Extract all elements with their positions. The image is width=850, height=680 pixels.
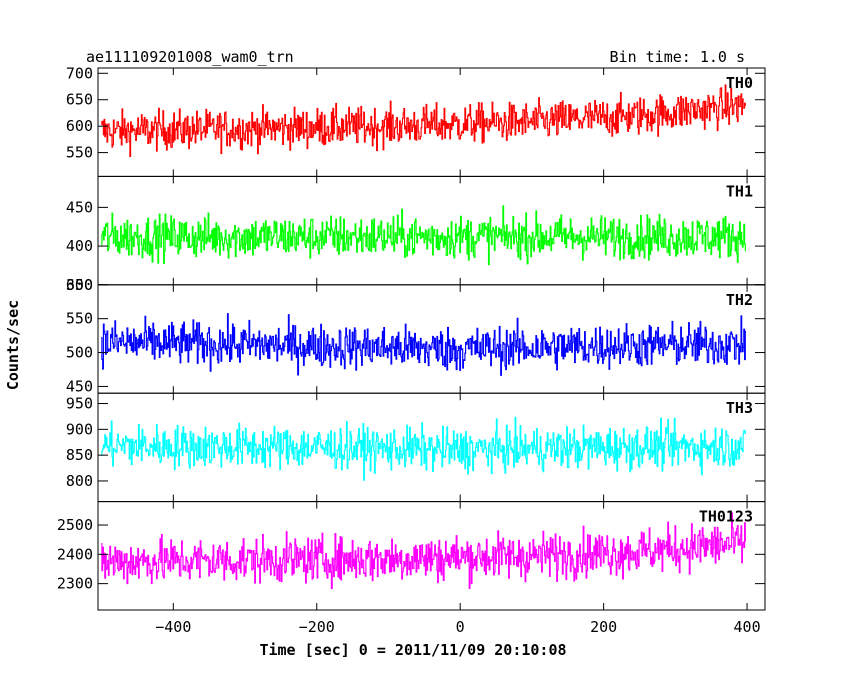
y-tick-label-th0123-2400: 2400 [57,545,93,563]
y-tick-label-th0-650: 650 [66,91,93,109]
y-axis-title: Counts/sec [4,300,22,390]
x-tick-label-1: −200 [299,618,335,636]
panel-frame-th0123 [97,501,766,611]
series-label-th2: TH2 [726,291,753,309]
y-tick-label-th2-600: 600 [66,276,93,294]
series-line-th1 [101,205,746,266]
y-tick-label-th0-600: 600 [66,117,93,135]
y-tick-label-th0-550: 550 [66,144,93,162]
series-line-th0 [101,84,746,157]
y-tick-label-th3-900: 900 [66,420,93,438]
x-tick-label-0: −400 [155,618,191,636]
series-label-th1: TH1 [726,182,753,200]
y-tick-label-th3-850: 850 [66,446,93,464]
panels-group: 550 600 650 700 TH0 350 400 450 TH1 450 500 550 600 T… [57,64,766,636]
panel-th1: 350 400 450 TH1 [66,175,766,294]
panel-th0123: 2300 2400 2500 TH0123 [57,501,766,611]
x-tick-label-3: 200 [590,618,617,636]
chart-title: ae111109201008_wam0_trn [86,48,294,66]
y-tick-label-th3-800: 800 [66,472,93,490]
y-tick-label-th1-350: 350 [66,276,93,294]
x-tick-label-4: 400 [734,618,761,636]
y-tick-label-th0123-2500: 2500 [57,516,93,534]
y-tick-label-th2-500: 500 [66,344,93,362]
x-axis-title: Time [sec] 0 = 2011/11/09 20:10:08 [259,641,566,659]
panel-th2: 450 500 550 600 TH2 [66,276,766,395]
y-tick-label-th0-700: 700 [66,64,93,82]
series-line-th3 [101,416,746,481]
y-tick-label-th1-450: 450 [66,198,93,216]
series-label-th0123: TH0123 [699,508,753,526]
series-label-th0: TH0 [726,74,753,92]
x-tick-label-2: 0 [456,618,465,636]
series-line-th0123 [101,512,746,589]
series-line-th2 [101,313,746,376]
y-tick-label-th1-400: 400 [66,237,93,255]
series-label-th3: TH3 [726,399,753,417]
y-tick-label-th2-450: 450 [66,377,93,395]
y-tick-label-th3-950: 950 [66,395,93,413]
y-tick-label-th2-550: 550 [66,310,93,328]
y-tick-label-th0123-2300: 2300 [57,575,93,593]
bin-time-label: Bin time: 1.0 s [610,48,745,66]
